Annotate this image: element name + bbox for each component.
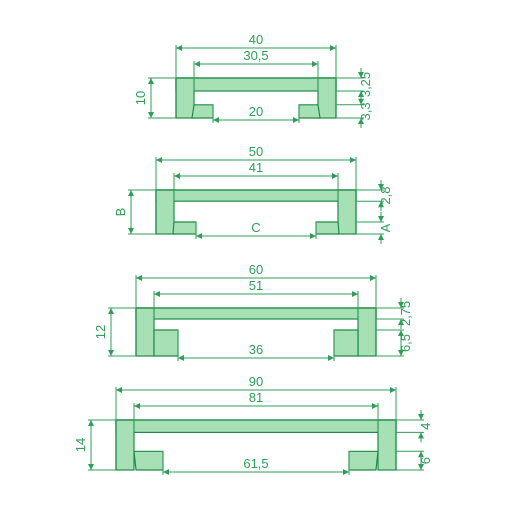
svg-text:6: 6 [418,457,433,464]
svg-text:50: 50 [249,144,263,159]
svg-text:30,5: 30,5 [243,48,268,63]
svg-text:41: 41 [249,160,263,175]
svg-text:2,8: 2,8 [378,187,393,205]
svg-text:61,5: 61,5 [243,456,268,471]
svg-text:4: 4 [418,423,433,430]
svg-text:51: 51 [249,278,263,293]
svg-text:2,75: 2,75 [398,301,413,326]
svg-text:B: B [113,208,128,217]
svg-text:36: 36 [249,342,263,357]
svg-text:81: 81 [249,390,263,405]
svg-text:10: 10 [133,91,148,105]
svg-text:90: 90 [249,374,263,389]
svg-text:6,5: 6,5 [398,334,413,352]
svg-text:C: C [251,220,260,235]
svg-text:20: 20 [249,104,263,119]
technical-drawing: 4030,5 20 10 3,25 3,3 5041 C B 2,8 A 6051 36 12 2,75 6… [0,0,512,512]
svg-text:A: A [378,223,393,232]
svg-text:40: 40 [249,32,263,47]
svg-text:3,3: 3,3 [358,102,373,120]
svg-text:14: 14 [73,438,88,452]
svg-text:60: 60 [249,262,263,277]
svg-text:3,25: 3,25 [358,72,373,97]
svg-text:12: 12 [93,325,108,339]
